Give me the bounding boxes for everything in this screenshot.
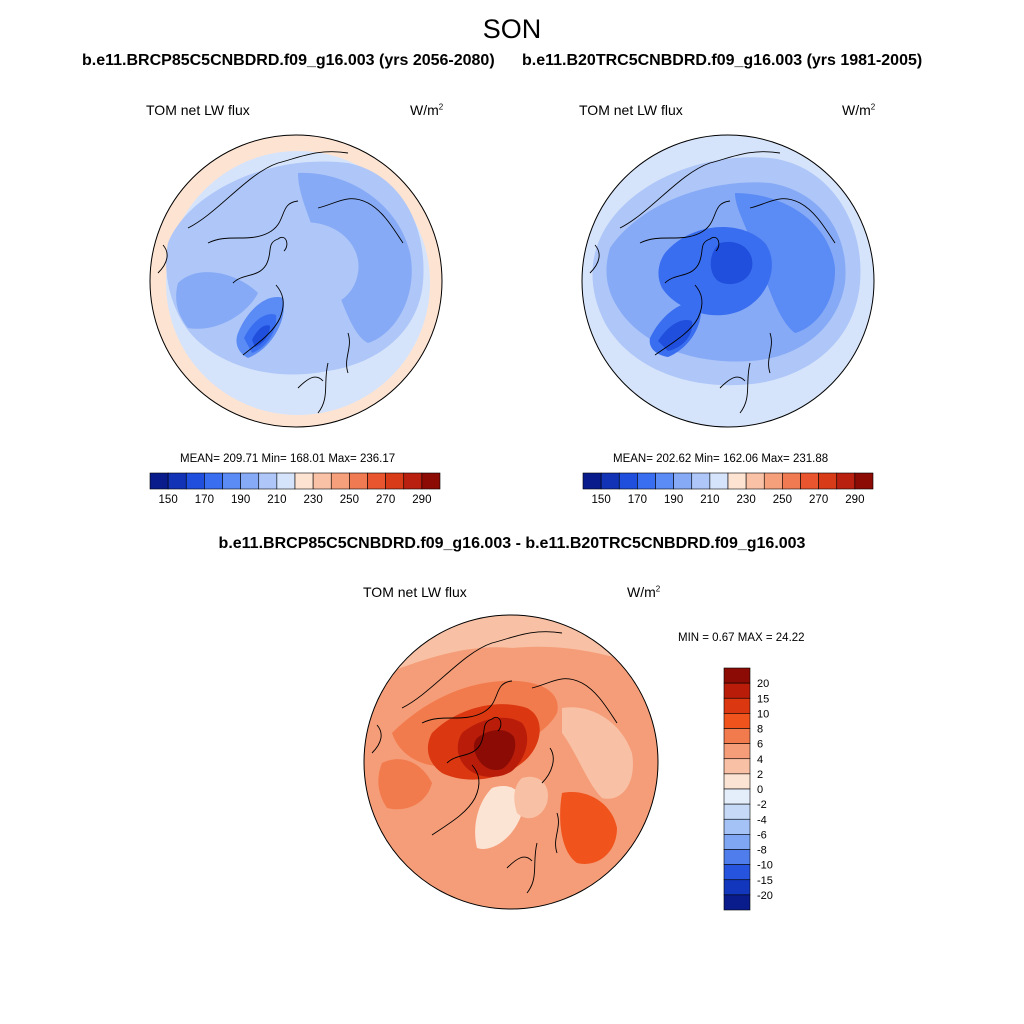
colorbar-tick-label: 230 [737,494,756,506]
colorbar-tick-label: -10 [757,860,773,872]
colorbar-swatch [655,472,674,490]
colorbar-swatch [723,758,751,775]
panel-left-variable: TOM net LW flux [146,102,250,118]
colorbar-tick-label: -8 [757,845,767,857]
map-future [149,134,443,428]
colorbar-tick-label: 15 [757,693,769,705]
colorbar-tick-label: 170 [628,494,647,506]
colorbar-swatch [691,472,711,490]
colorbar-tick-label: -20 [757,890,773,902]
colorbar-swatch [204,472,223,490]
colorbar-swatch [723,849,751,865]
season-title: SON [482,14,542,44]
difference-title: b.e11.BRCP85C5CNBDRD.f09_g16.003 - b.e11… [218,535,806,552]
colorbar-swatch [421,472,441,490]
colorbar-swatch [149,472,169,490]
colorbar-right: 150 170 190 210 230 250 270 290 [582,472,874,506]
colorbar-swatch [403,472,423,490]
colorbar-swatch [723,697,751,714]
colorbar-swatch [330,472,350,490]
colorbar-swatch [349,472,368,490]
colorbar-tick-label: -4 [757,814,767,826]
colorbar-tick-label: -6 [757,829,767,841]
colorbar-swatch [723,864,751,881]
colorbar-tick-label: 4 [757,754,763,766]
colorbar-tick-label: 8 [757,724,763,736]
colorbar-tick-label: 270 [809,494,828,506]
colorbar-tick-label: 150 [592,494,611,506]
colorbar-swatch [723,818,751,835]
panel-right-variable: TOM net LW flux [579,102,683,118]
panel-left-run-title: b.e11.BRCP85C5CNBDRD.f09_g16.003 (yrs 20… [82,52,495,69]
colorbar-swatch [723,713,751,729]
colorbar-tick-label: -15 [757,875,773,887]
colorbar-swatch [723,788,751,805]
colorbar-swatch [818,472,838,490]
colorbar-swatch [854,472,874,490]
colorbar-swatch [727,472,747,490]
colorbar-tick-label: 2 [757,769,763,781]
colorbar-swatch [276,472,296,490]
panel-right-units: W/m2 [842,102,876,118]
colorbar-swatch [240,472,260,490]
colorbar-tick-label: 230 [304,494,323,506]
colorbar-swatch [709,472,729,490]
diff-units: W/m2 [627,584,661,600]
colorbar-tick-label: 210 [700,494,719,506]
colorbar-swatch [367,472,386,490]
colorbar-tick-label: 250 [340,494,359,506]
colorbar-swatch [258,472,278,490]
diff-variable: TOM net LW flux [363,584,467,600]
colorbar-swatch [782,472,801,490]
colorbar-swatch [673,472,693,490]
map-difference [363,614,659,910]
colorbar-swatch [836,472,856,490]
colorbar-tick-label: 170 [195,494,214,506]
panel-right-stats: MEAN= 202.62 Min= 162.06 Max= 231.88 [613,453,829,465]
colorbar-swatch [582,472,602,490]
colorbar-swatch [385,472,405,490]
colorbar-tick-label: 10 [757,708,769,720]
colorbar-swatch [723,879,751,896]
colorbar-swatch [723,803,751,820]
colorbar-tick-label: 210 [267,494,286,506]
colorbar-swatch [723,743,751,760]
panel-left-stats: MEAN= 209.71 Min= 168.01 Max= 236.17 [180,453,396,465]
colorbar-tick-label: 270 [376,494,395,506]
colorbar-tick-label: 190 [231,494,250,506]
colorbar-swatch [294,472,314,490]
colorbar-swatch [723,728,751,744]
colorbar-tick-label: 290 [412,494,431,506]
colorbar-swatch [800,472,819,490]
colorbar-left: 150 170 190 210 230 250 270 290 [149,472,441,506]
colorbar-swatch [723,667,751,684]
panel-left-units: W/m2 [410,102,444,118]
colorbar-swatch [600,472,620,490]
colorbar-tick-label: -2 [757,799,767,811]
colorbar-swatch [723,834,751,850]
colorbar-swatch [167,472,187,490]
colorbar-swatch [618,472,638,490]
colorbar-tick-label: 290 [845,494,864,506]
colorbar-tick-label: 0 [757,784,763,796]
diff-minmax: MIN = 0.67 MAX = 24.22 [678,632,805,644]
colorbar-swatch [637,472,656,490]
panel-right-run-title: b.e11.B20TRC5CNBDRD.f09_g16.003 (yrs 198… [522,52,923,69]
map-historical [581,134,875,428]
colorbar-swatch [763,472,783,490]
colorbar-swatch [312,472,332,490]
colorbar-tick-label: 20 [757,678,769,690]
colorbar-swatch [723,682,751,699]
colorbar-tick-label: 6 [757,739,763,751]
colorbar-tick-label: 190 [664,494,683,506]
colorbar-tick-label: 250 [773,494,792,506]
colorbar-swatch [222,472,241,490]
colorbar-tick-label: 150 [159,494,178,506]
colorbar-swatch [723,894,751,911]
colorbar-swatch [723,773,751,790]
colorbar-swatch [745,472,765,490]
colorbar-swatch [185,472,205,490]
